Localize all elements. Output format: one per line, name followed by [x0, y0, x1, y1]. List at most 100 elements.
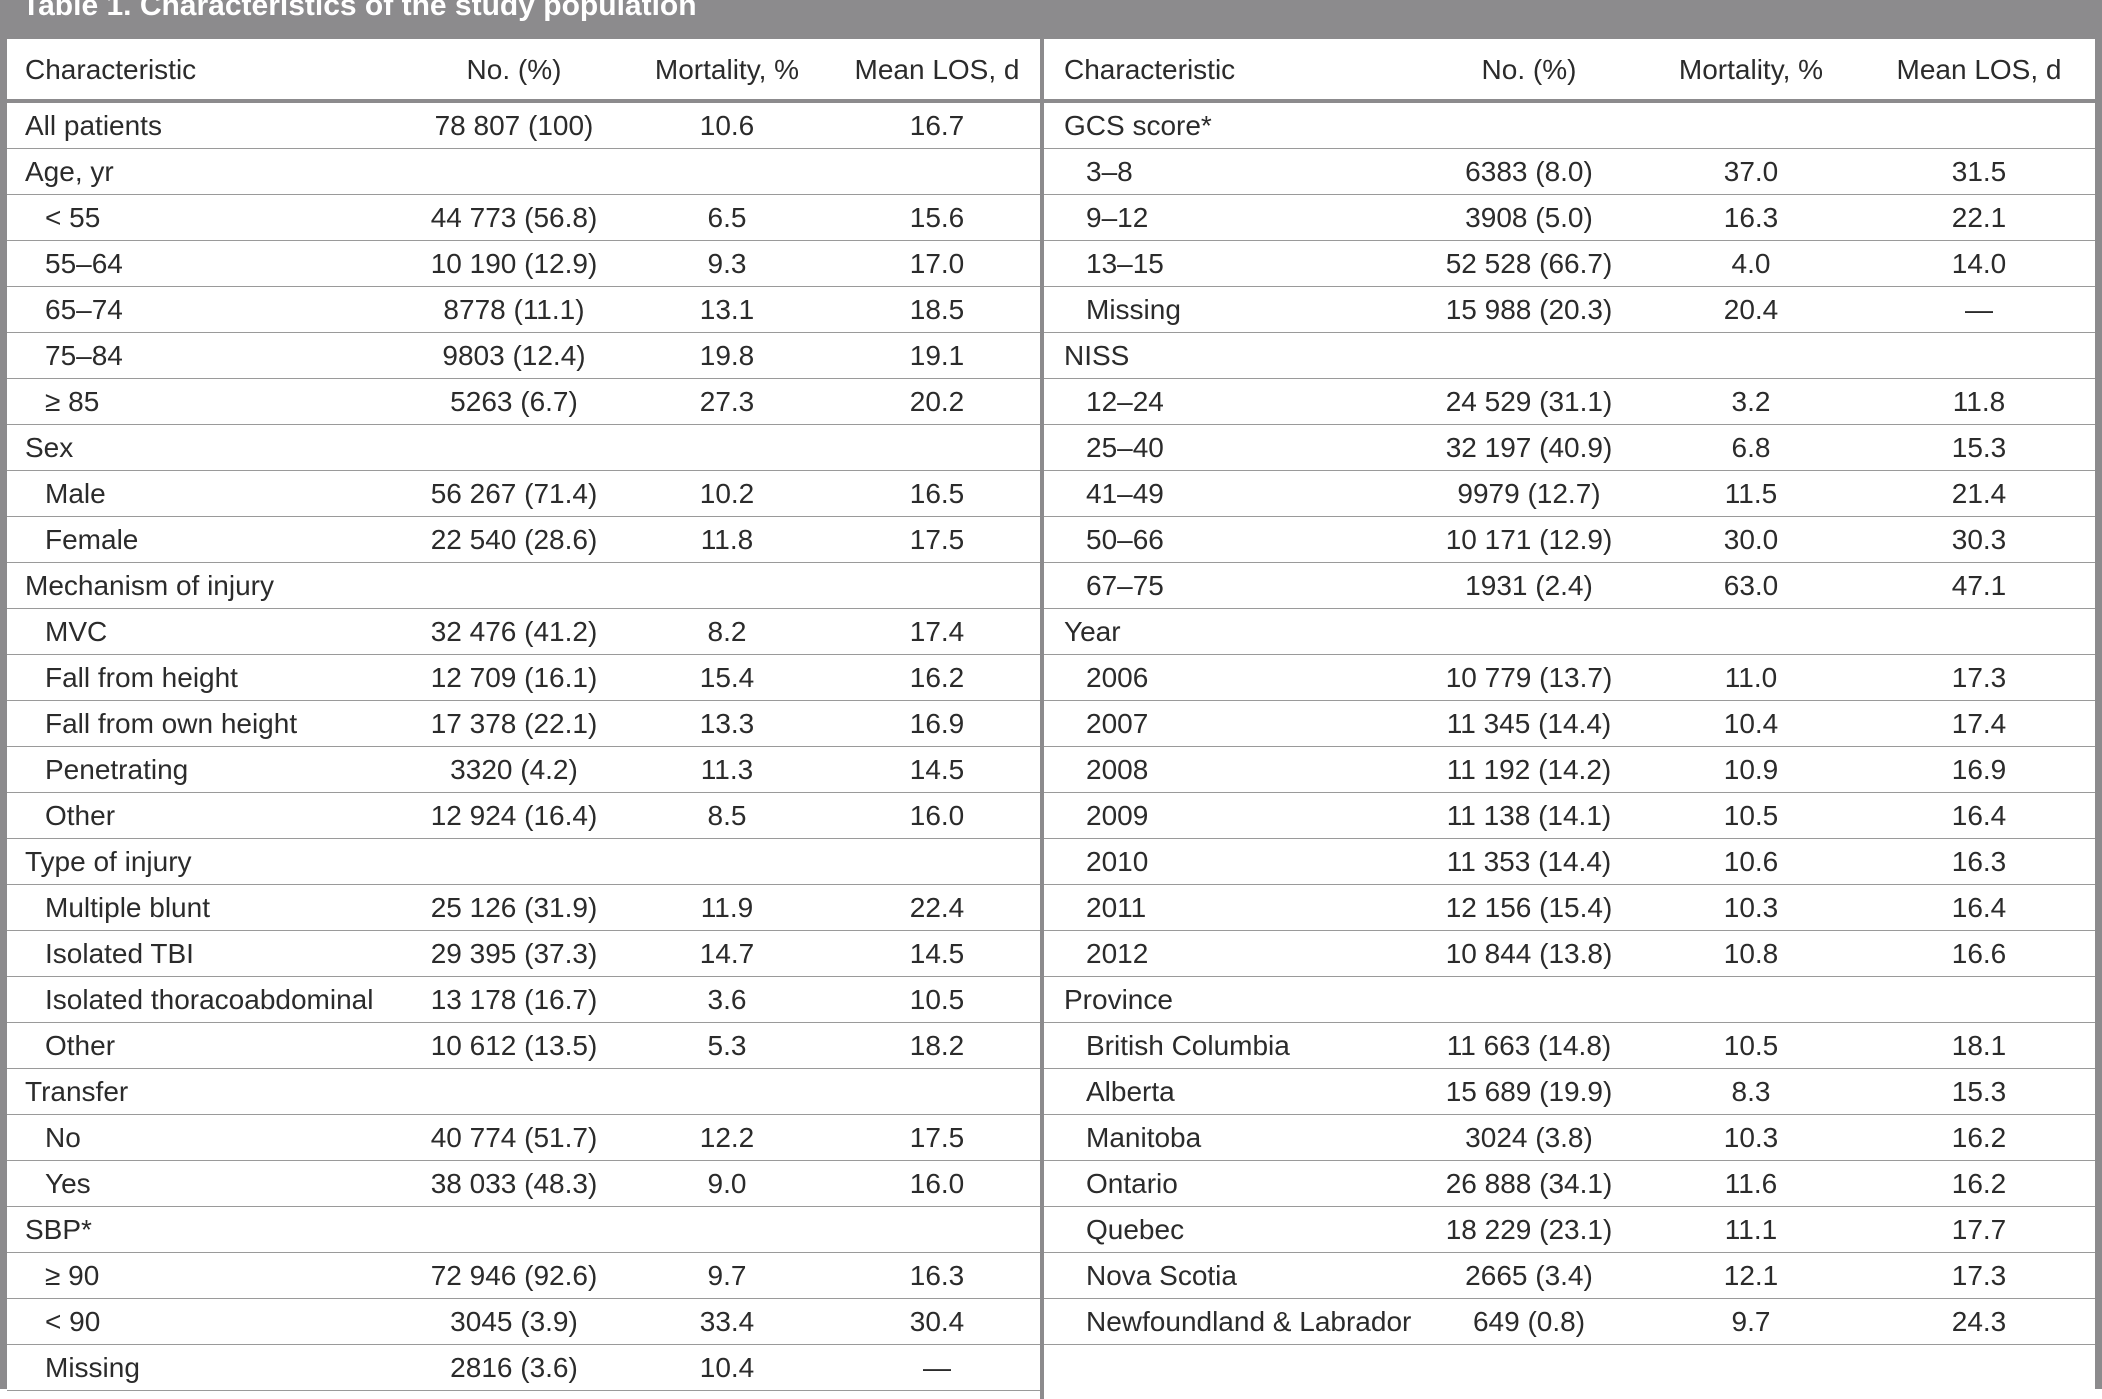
row-label: Transfer	[25, 1076, 129, 1107]
table-row: ≥ 90 72 946 (92.6) 9.7 16.3	[7, 1253, 1040, 1299]
mean-los-cell: —	[923, 1352, 951, 1383]
count-percent-cell: 40 774 (51.7)	[430, 1122, 598, 1153]
table-row: 41–49 9979 (12.7) 11.5 21.4	[1044, 471, 2095, 517]
count-percent-cell	[359, 1207, 669, 1252]
row-label: GCS score*	[1064, 110, 1212, 141]
mean-los-cell: 16.5	[909, 478, 965, 509]
row-label: Manitoba	[1086, 1122, 1202, 1153]
row-label: 13–15	[1086, 248, 1164, 279]
mean-los-cell: 47.1	[1951, 570, 2007, 601]
table-row: 75–84 9803 (12.4) 19.8 19.1	[7, 333, 1040, 379]
count-percent-cell	[1374, 333, 1684, 378]
count-percent-cell: 15 988 (20.3)	[1445, 294, 1613, 325]
mean-los-cell: 16.6	[1951, 938, 2007, 969]
count-percent-cell	[359, 149, 669, 194]
row-label: < 55	[45, 202, 101, 233]
table-row: 2006 10 779 (13.7) 11.0 17.3	[1044, 655, 2095, 701]
row-label: ≥ 85	[45, 386, 100, 417]
count-percent-cell: 18 229 (23.1)	[1445, 1214, 1613, 1245]
count-percent-cell: 649 (0.8)	[1472, 1306, 1586, 1337]
row-label: 50–66	[1086, 524, 1164, 555]
table-row: Alberta 15 689 (19.9) 8.3 15.3	[1044, 1069, 2095, 1115]
mean-los-cell: 17.0	[909, 248, 965, 279]
mortality-cell: 8.2	[707, 616, 747, 647]
mean-los-cell: 15.3	[1951, 432, 2007, 463]
table-row: 2012 10 844 (13.8) 10.8 16.6	[1044, 931, 2095, 977]
table-row: 13–15 52 528 (66.7) 4.0 14.0	[1044, 241, 2095, 287]
mortality-cell: 37.0	[1723, 156, 1779, 187]
row-label: Nova Scotia	[1086, 1260, 1237, 1291]
mortality-cell: 19.8	[699, 340, 755, 371]
mean-los-cell: 22.1	[1951, 202, 2007, 233]
mean-los-cell	[1879, 103, 2079, 148]
mean-los-cell: 20.2	[909, 386, 965, 417]
row-label: Isolated thoracoabdominal	[45, 984, 374, 1015]
count-percent-cell: 10 779 (13.7)	[1445, 662, 1613, 693]
table-row: Newfoundland & Labrador 649 (0.8) 9.7 24.3	[1044, 1299, 2095, 1345]
row-label: 2008	[1086, 754, 1149, 785]
mortality-cell: 10.8	[1723, 938, 1779, 969]
row-label: 41–49	[1086, 478, 1164, 509]
mean-los-cell: 14.0	[1951, 248, 2007, 279]
count-percent-cell: 13 178 (16.7)	[430, 984, 598, 1015]
count-percent-cell	[1374, 103, 1684, 148]
mortality-cell	[627, 1069, 827, 1114]
count-percent-cell: 3024 (3.8)	[1465, 1122, 1593, 1153]
table-row: Missing 15 988 (20.3) 20.4 —	[1044, 287, 2095, 333]
mean-los-cell: 16.4	[1951, 892, 2007, 923]
mean-los-cell: 16.7	[909, 110, 965, 141]
mean-los-cell: 19.1	[909, 340, 965, 371]
count-percent-cell: 1931 (2.4)	[1465, 570, 1593, 601]
mortality-cell: 10.6	[699, 110, 755, 141]
mean-los-cell: 17.5	[909, 524, 965, 555]
table-row: Isolated thoracoabdominal 13 178 (16.7) 3.…	[7, 977, 1040, 1023]
mortality-cell: 14.7	[699, 938, 755, 969]
count-percent-cell: 2665 (3.4)	[1465, 1260, 1593, 1291]
mean-los-cell: 16.9	[909, 708, 965, 739]
mortality-cell: 13.3	[699, 708, 755, 739]
mortality-cell: 20.4	[1723, 294, 1779, 325]
count-percent-cell: 26 888 (34.1)	[1445, 1168, 1613, 1199]
mortality-cell: 13.1	[699, 294, 755, 325]
mortality-cell: 11.5	[1724, 478, 1778, 509]
row-label: Type of injury	[25, 846, 192, 877]
count-percent-cell: 12 924 (16.4)	[430, 800, 598, 831]
row-label: NISS	[1064, 340, 1130, 371]
mortality-cell: 10.5	[1723, 1030, 1779, 1061]
header-number: No. (%)	[466, 54, 562, 85]
table-row: 67–75 1931 (2.4) 63.0 47.1	[1044, 563, 2095, 609]
mean-los-cell: 14.5	[909, 754, 965, 785]
mortality-cell	[627, 149, 827, 194]
mortality-cell: 10.3	[1723, 1122, 1779, 1153]
mean-los-cell: 18.2	[909, 1030, 965, 1061]
row-label: 3–8	[1086, 156, 1133, 187]
mortality-cell: 10.5	[1723, 800, 1779, 831]
count-percent-cell: 25 126 (31.9)	[430, 892, 598, 923]
count-percent-cell: 24 529 (31.1)	[1445, 386, 1613, 417]
row-label: 2007	[1086, 708, 1149, 739]
mortality-cell: 30.0	[1723, 524, 1779, 555]
mean-los-cell: 17.7	[1951, 1214, 2007, 1245]
mean-los-cell: 17.4	[909, 616, 965, 647]
row-label: 9–12	[1086, 202, 1149, 233]
mortality-cell: 9.7	[1731, 1306, 1771, 1337]
header-number: No. (%)	[1481, 54, 1577, 85]
mean-los-cell	[837, 425, 1037, 470]
mean-los-cell: 17.4	[1951, 708, 2007, 739]
mean-los-cell: 30.4	[909, 1306, 965, 1337]
mortality-cell: 11.3	[700, 754, 754, 785]
table-row: 65–74 8778 (11.1) 13.1 18.5	[7, 287, 1040, 333]
row-label: Missing	[45, 1352, 140, 1383]
table-row: Female 22 540 (28.6) 11.8 17.5	[7, 517, 1040, 563]
table-row: Missing 2816 (3.6) 10.4 —	[7, 1345, 1040, 1391]
mortality-cell: 3.2	[1731, 386, 1771, 417]
group-heading-row: Type of injury	[7, 839, 1040, 885]
group-heading-row: Mechanism of injury	[7, 563, 1040, 609]
count-percent-cell: 3908 (5.0)	[1465, 202, 1593, 233]
row-label: Province	[1064, 984, 1173, 1015]
mortality-cell: 9.0	[707, 1168, 747, 1199]
group-heading-row: NISS	[1044, 333, 2095, 379]
header-row: Characteristic No. (%) Mortality, % Mean…	[1044, 39, 2095, 103]
mean-los-cell: 16.4	[1951, 800, 2007, 831]
mean-los-cell: 16.2	[1951, 1122, 2007, 1153]
